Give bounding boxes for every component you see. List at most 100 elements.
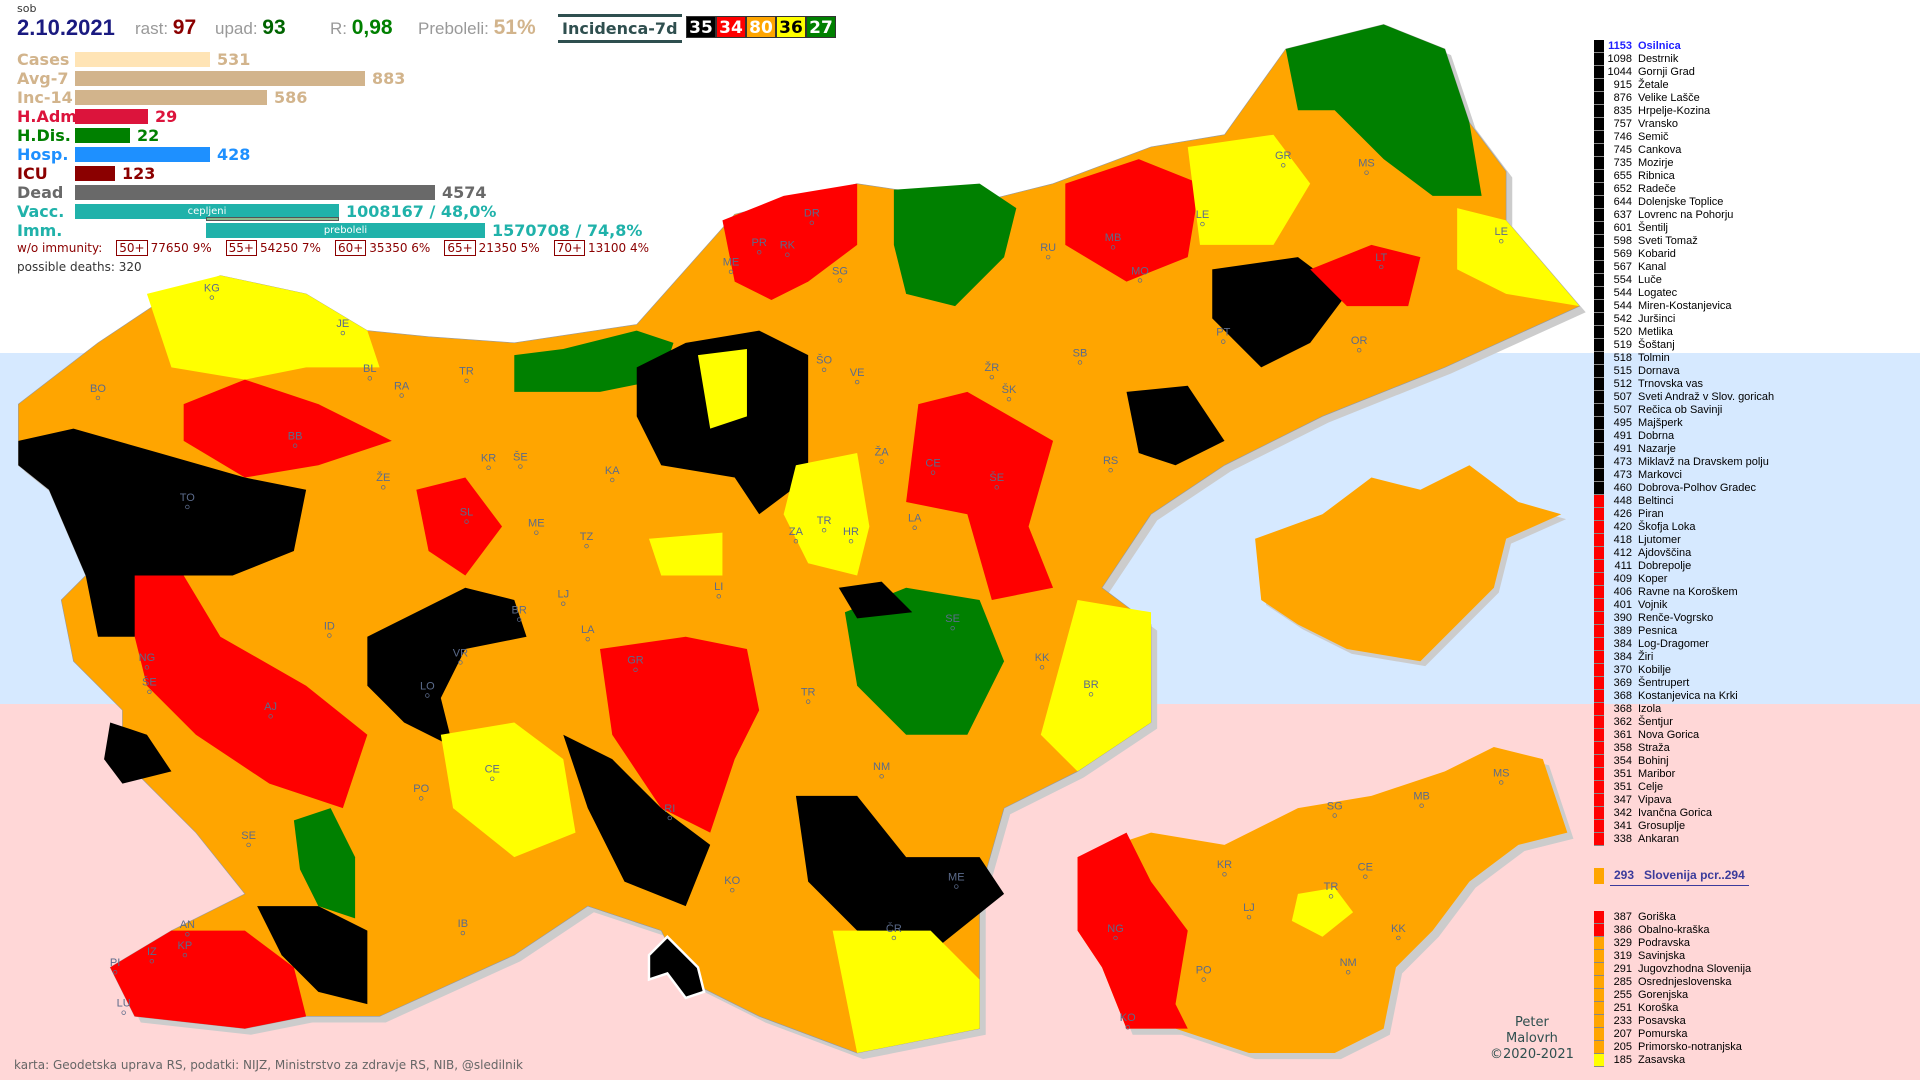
list-item: 251 Koroška [1594, 1002, 1794, 1015]
area-name: Logatec [1638, 287, 1678, 299]
slovenia-label: Slovenija pcr..294 [1644, 868, 1745, 882]
incidence-value: 915 [1613, 79, 1632, 91]
list-item: 757 Vransko [1594, 118, 1794, 131]
color-swatch [1594, 326, 1604, 339]
incidence-value: 409 [1613, 573, 1632, 585]
area-name: Škofja Loka [1638, 521, 1696, 533]
color-swatch [1594, 1015, 1604, 1028]
incidence-value: 746 [1613, 131, 1632, 143]
list-item: 745 Cankova [1594, 144, 1794, 157]
list-item: 569 Kobarid [1594, 248, 1794, 261]
area-name: Vipava [1638, 794, 1672, 806]
incidence-value: 876 [1613, 92, 1632, 104]
incidence-value: 412 [1613, 547, 1632, 559]
list-item: 354 Bohinj [1594, 755, 1794, 768]
legend-count: 36 [776, 16, 806, 38]
area-name: Cankova [1638, 144, 1682, 156]
color-swatch [1594, 1002, 1604, 1015]
bar-text: preboleli [323, 225, 368, 236]
list-item: 369 Šentrupert [1594, 677, 1794, 690]
color-swatch [1594, 755, 1604, 768]
seat-marker [610, 477, 615, 483]
stat-label: H.Dis. [17, 126, 71, 145]
area-name: Hrpelje-Kozina [1638, 105, 1711, 117]
map-label: KK [1391, 923, 1406, 935]
age-group-value: 77650 9% [150, 241, 212, 255]
stat-row: H.Dis. 22 [17, 126, 917, 145]
incidence-value: 401 [1613, 599, 1632, 611]
seat-marker [1345, 970, 1351, 975]
seat-marker [464, 378, 469, 384]
wo-label: w/o immunity: [17, 241, 103, 255]
incidence-value: 598 [1613, 235, 1632, 247]
map-label: RK [780, 240, 796, 252]
credits: karta: Geodetska uprava RS, podatki: NIJ… [14, 1058, 524, 1072]
list-item: 544 Logatec [1594, 287, 1794, 300]
list-item: 515 Dornava [1594, 365, 1794, 378]
area-name: Celje [1638, 781, 1664, 793]
stat-row: Dead 4574 [17, 183, 917, 202]
area-name: Juršinci [1638, 313, 1676, 325]
map-label: ŠE [989, 471, 1004, 484]
map-label: ŠE [513, 450, 528, 463]
color-swatch [1594, 690, 1604, 703]
area-name: Kobilje [1638, 664, 1672, 676]
area-name: Savinjska [1638, 950, 1686, 962]
seat-marker [419, 796, 424, 801]
list-item: 291 Jugovzhodna Slovenija [1594, 963, 1794, 976]
list-item: 207 Pomurska [1594, 1028, 1794, 1041]
stat-label: Hosp. [17, 145, 69, 164]
copyright: ©2020-2021 [1490, 1047, 1574, 1062]
area-name: Destrnik [1638, 53, 1679, 65]
area-name: Tolmin [1638, 352, 1670, 364]
color-swatch [1594, 66, 1604, 79]
seat-marker [891, 935, 897, 941]
area-name: Radeče [1638, 183, 1676, 195]
color-swatch [1594, 833, 1604, 846]
seat-marker [1396, 935, 1401, 941]
incidence-value: 384 [1613, 651, 1632, 663]
seat-marker [879, 774, 884, 779]
list-item: 370 Kobilje [1594, 664, 1794, 677]
seat-marker [1328, 894, 1334, 899]
seat-marker [716, 594, 721, 599]
color-swatch [1594, 638, 1604, 651]
seat-marker [490, 776, 495, 781]
incidence-value: 368 [1613, 703, 1632, 715]
without-immunity: w/o immunity: 50+ 77650 9% 55+ 54250 7% 60+ 35… [17, 240, 649, 256]
color-swatch [1594, 365, 1604, 378]
seat-marker [381, 485, 386, 490]
incidence-value: 347 [1613, 794, 1632, 806]
map-label: ŽA [875, 446, 890, 459]
area-name: Podravska [1638, 937, 1690, 949]
area-name: Dobrepolje [1638, 560, 1692, 572]
map-label: IZ [147, 946, 157, 958]
stat-label: Avg-7 [17, 69, 69, 88]
region-red-coast [110, 930, 307, 1029]
map-label: TO [180, 492, 196, 504]
incidence-value: 745 [1613, 144, 1632, 156]
area-name: Šoštanj [1638, 339, 1675, 351]
region-black-li [838, 581, 913, 619]
area-name: Miren-Kostanjevica [1638, 300, 1732, 312]
region-yellow-lendava [1457, 208, 1580, 307]
map-label: TR [801, 687, 816, 699]
area-name: Osilnica [1638, 40, 1681, 52]
seat-marker [561, 601, 566, 606]
seat-marker [994, 485, 999, 490]
seat-marker [667, 815, 672, 821]
map-label: BR [512, 604, 527, 616]
stat-row: Cases 531 [17, 50, 917, 69]
incidence-value: 418 [1613, 534, 1632, 546]
region-black-kozina [257, 906, 368, 1005]
stat-label: Inc-14 [17, 88, 73, 107]
seat-marker [805, 699, 811, 704]
map-label: GR [627, 655, 644, 667]
list-item: 746 Semič [1594, 131, 1794, 144]
area-name: Beltinci [1638, 495, 1674, 507]
color-swatch [1594, 703, 1604, 716]
area-name: Dolenjske Toplice [1638, 196, 1724, 208]
stat-value: 586 [274, 88, 308, 107]
region-red-bb [183, 379, 392, 478]
seat-marker [460, 930, 466, 936]
